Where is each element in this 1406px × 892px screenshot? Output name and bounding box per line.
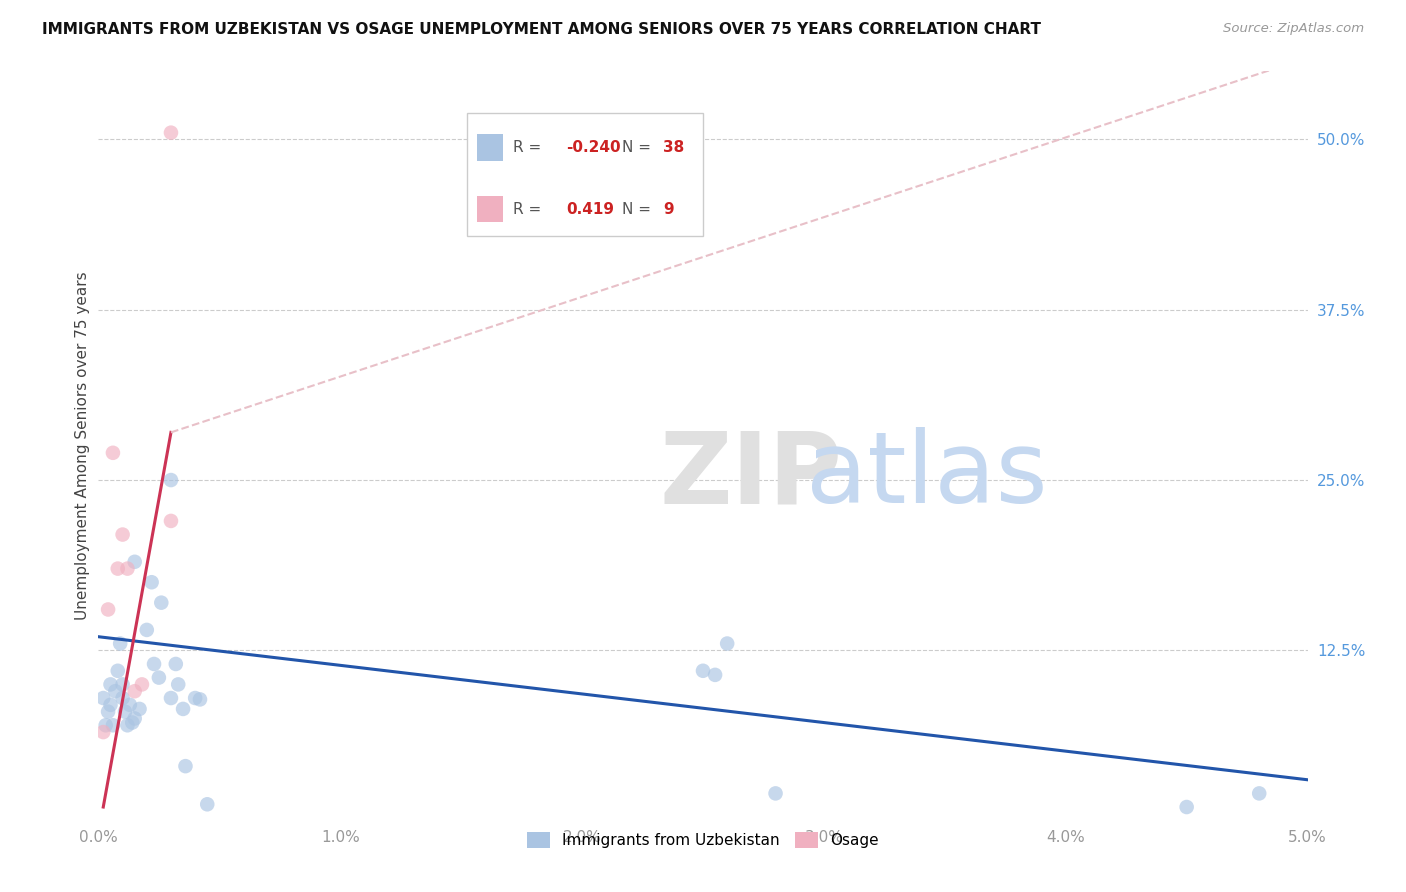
Point (160, 514, 183, 528)
Point (107, 664, 129, 678)
Point (121, 715, 143, 730)
Point (131, 677, 153, 691)
Text: R =: R = (513, 140, 541, 154)
Point (172, 702, 194, 716)
Point (716, 636, 738, 650)
Point (117, 561, 139, 575)
Text: 38: 38 (664, 140, 685, 154)
Point (143, 657, 166, 671)
Point (101, 718, 124, 732)
Point (111, 677, 134, 691)
Point (104, 684, 127, 698)
Point (118, 698, 141, 712)
Text: N =: N = (621, 140, 651, 154)
Point (91, 691, 114, 706)
Text: Source: ZipAtlas.com: Source: ZipAtlas.com (1223, 22, 1364, 36)
Point (195, 797, 218, 812)
Point (160, 126, 183, 140)
Point (117, 718, 139, 732)
Text: N =: N = (621, 202, 651, 217)
Point (160, 691, 183, 706)
Legend: Immigrants from Uzbekistan, Osage: Immigrants from Uzbekistan, Osage (522, 826, 884, 855)
Point (107, 561, 129, 575)
FancyBboxPatch shape (477, 134, 503, 161)
Point (765, 786, 787, 800)
Point (91, 725, 114, 739)
Point (160, 473, 183, 487)
Point (97, 705, 120, 719)
Point (100, 698, 122, 712)
Text: 9: 9 (664, 202, 673, 217)
Point (135, 623, 157, 637)
Point (97, 602, 120, 616)
Point (692, 664, 714, 678)
Point (111, 527, 134, 541)
Point (174, 759, 197, 773)
Text: -0.240: -0.240 (567, 140, 621, 154)
Text: ZIP: ZIP (659, 427, 842, 524)
Point (1249, 786, 1271, 800)
Point (148, 671, 170, 685)
Point (150, 596, 173, 610)
Point (165, 657, 187, 671)
Point (167, 677, 190, 691)
Point (108, 636, 131, 650)
Point (114, 705, 136, 719)
Point (124, 711, 146, 725)
Point (188, 692, 211, 706)
Text: 0.419: 0.419 (567, 202, 614, 217)
Point (184, 691, 207, 706)
Point (94, 718, 117, 732)
FancyBboxPatch shape (467, 112, 703, 236)
Point (124, 555, 146, 569)
Point (101, 446, 124, 460)
FancyBboxPatch shape (477, 195, 503, 222)
Point (1175, 800, 1198, 814)
Point (704, 668, 727, 682)
Text: R =: R = (513, 202, 541, 217)
Y-axis label: Unemployment Among Seniors over 75 years: Unemployment Among Seniors over 75 years (75, 272, 90, 620)
Point (128, 702, 150, 716)
Point (124, 684, 146, 698)
Point (141, 575, 163, 590)
Point (111, 691, 134, 706)
Text: IMMIGRANTS FROM UZBEKISTAN VS OSAGE UNEMPLOYMENT AMONG SENIORS OVER 75 YEARS COR: IMMIGRANTS FROM UZBEKISTAN VS OSAGE UNEM… (42, 22, 1042, 37)
Point (100, 677, 122, 691)
Text: atlas: atlas (806, 427, 1047, 524)
